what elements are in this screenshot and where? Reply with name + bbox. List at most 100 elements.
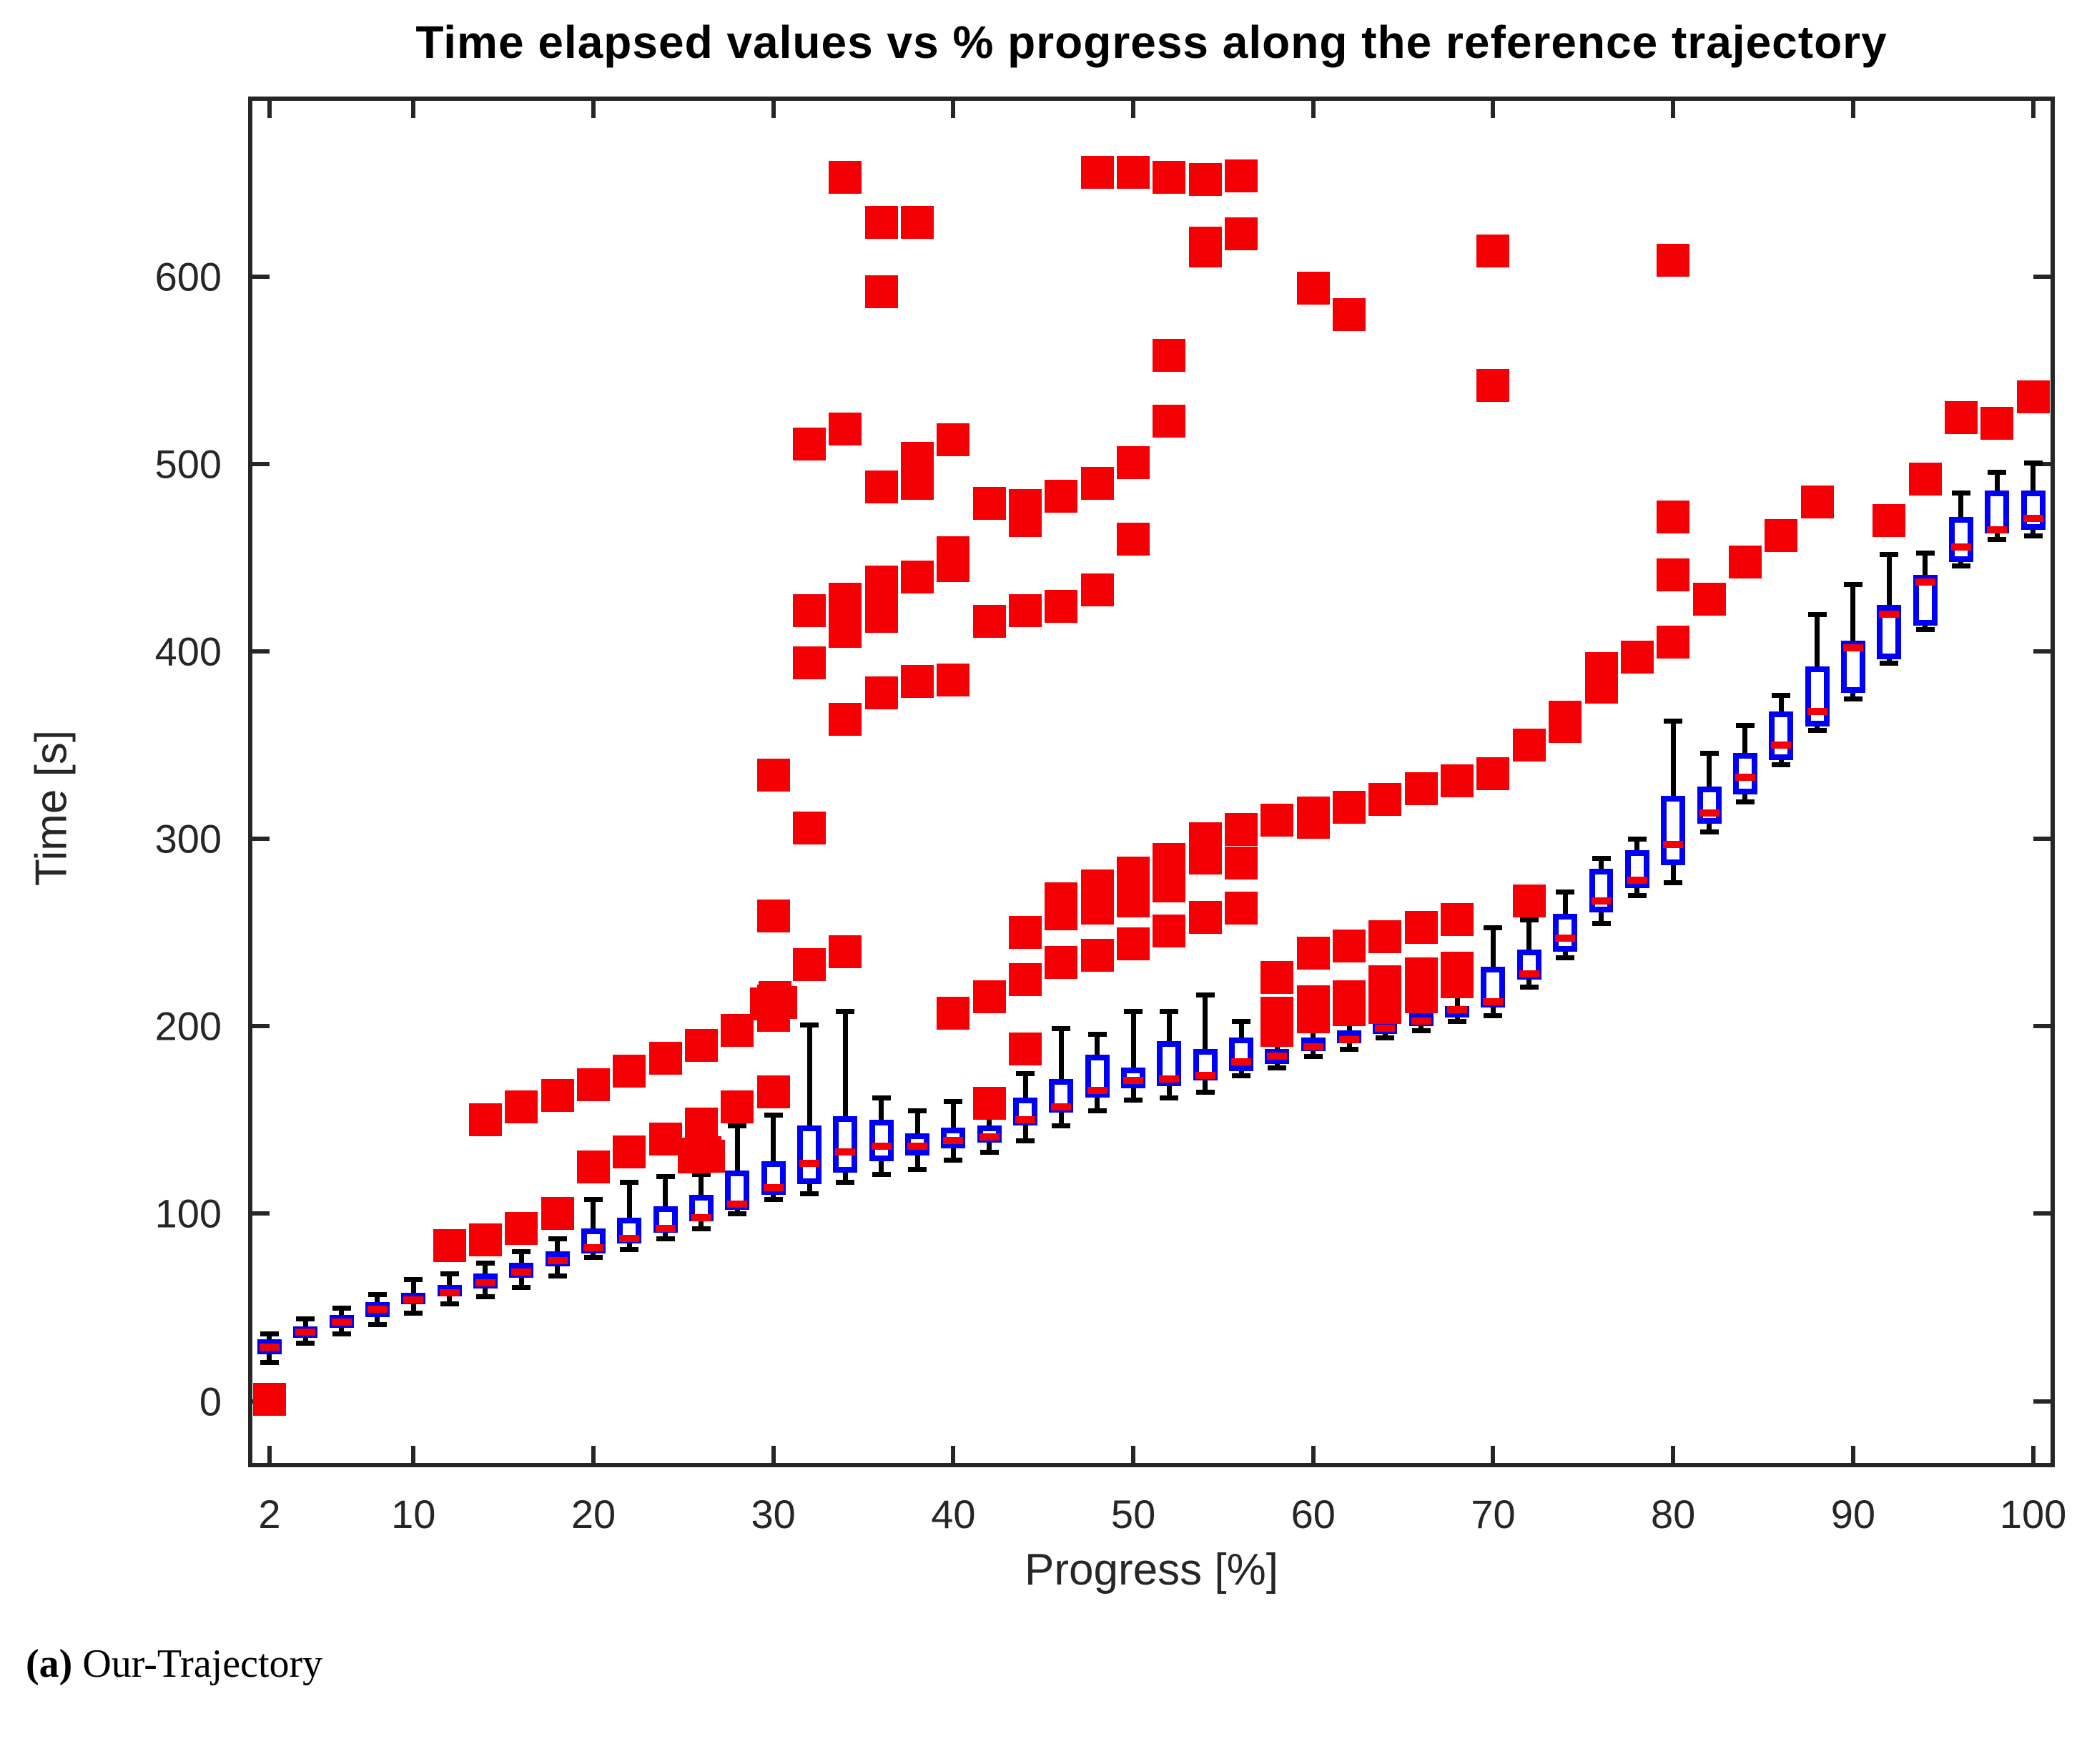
whisker-cap-lower (764, 1196, 783, 1202)
whisker-lower (555, 1266, 561, 1276)
whisker-upper (1022, 1073, 1028, 1098)
whisker-lower (1166, 1086, 1172, 1098)
x-tick-top (1311, 101, 1316, 118)
outlier-plus (1009, 593, 1042, 627)
whisker-upper (1490, 927, 1496, 967)
outlier-plus (1296, 937, 1330, 970)
median-line (1267, 1053, 1288, 1060)
outlier-plus (759, 980, 792, 1014)
whisker-lower (1634, 887, 1640, 896)
outlier-plus (1620, 641, 1654, 674)
whisker-cap-lower (1195, 1090, 1215, 1095)
outlier-plus (721, 1013, 754, 1047)
whisker-cap-lower (1843, 696, 1862, 701)
outlier-plus (1045, 590, 1078, 624)
x-tick-top (2031, 101, 2036, 118)
outlier-plus (1873, 503, 1906, 537)
whisker-cap-lower (1519, 985, 1539, 990)
median-line (403, 1296, 424, 1304)
median-line (547, 1257, 568, 1264)
whisker-cap-upper (548, 1236, 567, 1241)
outlier-plus (648, 1122, 682, 1156)
whisker-cap-upper (1484, 925, 1503, 930)
outlier-plus (1045, 882, 1078, 916)
y-tick-right (2033, 649, 2051, 654)
y-tick-label: 200 (154, 1003, 222, 1049)
outlier-plus (1980, 406, 2014, 440)
whisker-cap-lower (2023, 533, 2043, 538)
median-line (1519, 970, 1539, 978)
outlier-plus (1117, 523, 1150, 556)
outlier-plus (756, 899, 790, 932)
whisker-upper (1311, 1030, 1316, 1038)
box (1661, 796, 1686, 866)
outlier-plus (937, 423, 970, 457)
outlier-plus (829, 614, 862, 648)
median-line (2023, 515, 2043, 523)
outlier-plus (576, 1068, 610, 1101)
x-tick (1850, 1446, 1855, 1463)
whisker-cap-upper (1195, 992, 1215, 997)
outlier-plus (1153, 405, 1186, 438)
median-line (691, 1213, 711, 1221)
median-line (943, 1137, 964, 1145)
box (1589, 869, 1614, 912)
median-line (1123, 1077, 1144, 1085)
whisker-upper (1599, 857, 1604, 869)
outlier-plus (756, 1075, 790, 1109)
y-tick-label: 300 (154, 816, 222, 862)
whisker-cap-lower (260, 1359, 279, 1365)
whisker-lower (375, 1316, 380, 1325)
y-tick (252, 837, 270, 842)
whisker-cap-lower (548, 1273, 567, 1278)
whisker-upper (1850, 584, 1856, 641)
outlier-plus (1368, 920, 1402, 953)
median-line (439, 1288, 460, 1296)
whisker-cap-lower (691, 1226, 711, 1232)
median-line (1195, 1071, 1215, 1079)
whisker-cap-upper (296, 1316, 315, 1322)
whisker-lower (1095, 1098, 1100, 1111)
whisker-cap-upper (1016, 1070, 1035, 1076)
x-tick-label: 30 (751, 1492, 796, 1537)
whisker-cap-upper (1556, 889, 1575, 895)
whisker-lower (1058, 1112, 1064, 1126)
outlier-plus (1657, 558, 1690, 591)
median-line (1987, 526, 2008, 534)
outlier-plus (541, 1079, 574, 1113)
whisker-cap-lower (872, 1172, 891, 1178)
whisker-upper (518, 1251, 524, 1263)
outlier-plus (1368, 783, 1402, 817)
whisker-upper (1562, 891, 1568, 915)
whisker-cap-upper (2023, 460, 2043, 465)
outlier-plus (1045, 479, 1078, 513)
whisker-upper (950, 1101, 956, 1128)
outlier-plus (721, 1090, 754, 1124)
outlier-plus (1117, 927, 1150, 961)
outlier-plus (468, 1223, 502, 1257)
whisker-cap-upper (1807, 611, 1827, 617)
median-line (835, 1148, 856, 1156)
outlier-plus (1009, 1032, 1042, 1065)
outlier-plus (864, 470, 898, 503)
whisker-cap-upper (367, 1292, 387, 1298)
outlier-plus (1080, 466, 1114, 500)
whisker-cap-lower (1627, 893, 1647, 899)
whisker-cap-lower (1772, 762, 1791, 767)
outlier-plus (1260, 961, 1294, 995)
x-tick-label: 100 (1999, 1492, 2067, 1537)
outlier-plus (1153, 914, 1186, 947)
x-tick-top (951, 101, 956, 118)
median-line (1015, 1116, 1036, 1124)
whisker-lower (302, 1337, 308, 1344)
whisker-cap-upper (1592, 855, 1611, 861)
whisker-cap-upper (404, 1277, 423, 1283)
y-axis-label: Time [s] (26, 729, 77, 887)
whisker-cap-upper (1735, 722, 1755, 728)
outlier-plus (756, 759, 790, 792)
median-line (583, 1243, 603, 1251)
outlier-plus (1404, 910, 1438, 944)
median-line (1051, 1103, 1072, 1111)
whisker-upper (1886, 554, 1892, 605)
whisker-cap-lower (1340, 1046, 1359, 1052)
